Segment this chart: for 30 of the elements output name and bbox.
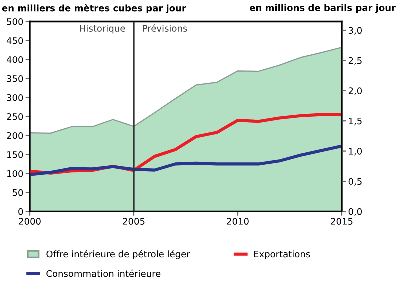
x-tick-label: 2015	[331, 218, 353, 225]
x-tick-label: 2010	[227, 218, 249, 225]
y-tick-label: 300	[7, 94, 24, 102]
y2-tick-label: 1,0	[349, 148, 362, 156]
legend-label: Exportations	[254, 250, 310, 260]
y-tick-label: 400	[6, 56, 24, 64]
y2-tick-label: 3,0	[348, 27, 362, 35]
x-tick-label: 2000	[19, 218, 41, 225]
y2-tick-label: 2,0	[348, 88, 362, 96]
y-tick-label: 100	[8, 170, 24, 178]
y-tick-label: 350	[7, 75, 24, 82]
annotation: Historique	[80, 24, 126, 34]
y-axis-title: en milliers de mètres cubes par jour	[2, 4, 186, 14]
y-tick-label: 500	[7, 18, 24, 26]
y2-tick-label: 0,5	[348, 178, 362, 186]
legend-label: Consommation intérieure	[46, 270, 161, 278]
y2-tick-label: 2,5	[348, 57, 362, 66]
y-tick-label: 150	[8, 151, 24, 158]
line-series	[30, 144, 342, 176]
y2-axis-title: en millions de barils par jour	[250, 4, 396, 14]
y-tick-label: 50	[12, 189, 24, 196]
y-tick-label: 200	[7, 132, 24, 140]
y2-tick-label: 1,5	[349, 118, 362, 126]
x-tick-label: 2005	[123, 218, 145, 225]
y-tick-label: 250	[7, 113, 24, 120]
y-tick-label: 450	[6, 37, 24, 44]
annotation: Prévisions	[143, 24, 188, 32]
legend-label: Offre intérieure de pétrole léger	[46, 250, 190, 260]
y2-tick-label: 0,0	[348, 208, 362, 216]
y-tick-label: 0	[18, 208, 24, 216]
